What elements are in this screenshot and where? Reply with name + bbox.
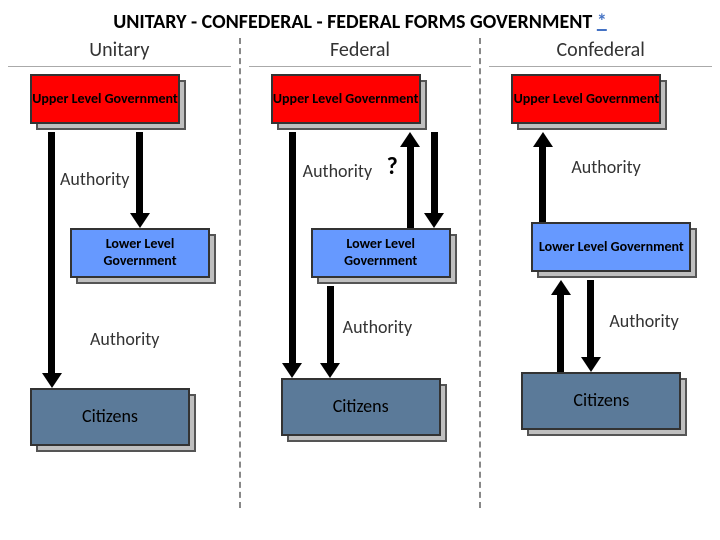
lower-box-confederal: Lower Level Government bbox=[531, 222, 691, 272]
colhead-confederal: Confederal bbox=[489, 38, 712, 67]
citizens-box-federal: Citizens bbox=[281, 378, 441, 436]
column-unitary: Unitary Upper Level Government Authority… bbox=[0, 38, 239, 508]
columns-container: Unitary Upper Level Government Authority… bbox=[0, 38, 720, 508]
title-text: UNITARY - CONFEDERAL - FEDERAL FORMS GOV… bbox=[113, 10, 592, 34]
lower-box-federal: Lower Level Government bbox=[311, 228, 451, 278]
lower-box-unitary: Lower Level Government bbox=[70, 228, 210, 278]
question-mark: ? bbox=[387, 152, 398, 181]
label-authority-2-unitary: Authority bbox=[90, 328, 159, 350]
label-authority-2-federal: Authority bbox=[343, 316, 412, 338]
arrow-down-federal bbox=[425, 132, 445, 228]
arrow-lower-citizens-confederal bbox=[581, 280, 601, 372]
column-confederal: Confederal Upper Level Government Author… bbox=[479, 38, 720, 508]
page-title: UNITARY - CONFEDERAL - FEDERAL FORMS GOV… bbox=[0, 0, 720, 38]
arrow-upper-citizens-unitary bbox=[42, 132, 62, 388]
colhead-federal: Federal bbox=[249, 38, 472, 67]
arrow-lower-citizens-federal bbox=[321, 286, 341, 378]
label-authority-1-unitary: Authority bbox=[60, 168, 129, 190]
column-federal: Federal Upper Level Government Authority… bbox=[239, 38, 480, 508]
arrow-up-federal bbox=[401, 132, 421, 228]
arrow-citizens-lower-confederal bbox=[551, 280, 571, 372]
citizens-box-unitary: Citizens bbox=[30, 388, 190, 446]
upper-box-confederal: Upper Level Government bbox=[511, 74, 661, 124]
title-link[interactable]: * bbox=[597, 10, 607, 34]
label-authority-2-confederal: Authority bbox=[609, 310, 678, 332]
upper-box-federal: Upper Level Government bbox=[271, 74, 421, 124]
citizens-box-confederal: Citizens bbox=[521, 372, 681, 430]
colhead-unitary: Unitary bbox=[8, 38, 231, 67]
arrow-upper-citizens-federal bbox=[283, 132, 303, 378]
upper-box-unitary: Upper Level Government bbox=[30, 74, 180, 124]
label-authority-1-federal: Authority bbox=[303, 160, 372, 182]
label-authority-1-confederal: Authority bbox=[571, 156, 640, 178]
arrow-lower-upper-confederal bbox=[533, 132, 553, 222]
arrow-upper-lower-unitary bbox=[130, 132, 150, 228]
